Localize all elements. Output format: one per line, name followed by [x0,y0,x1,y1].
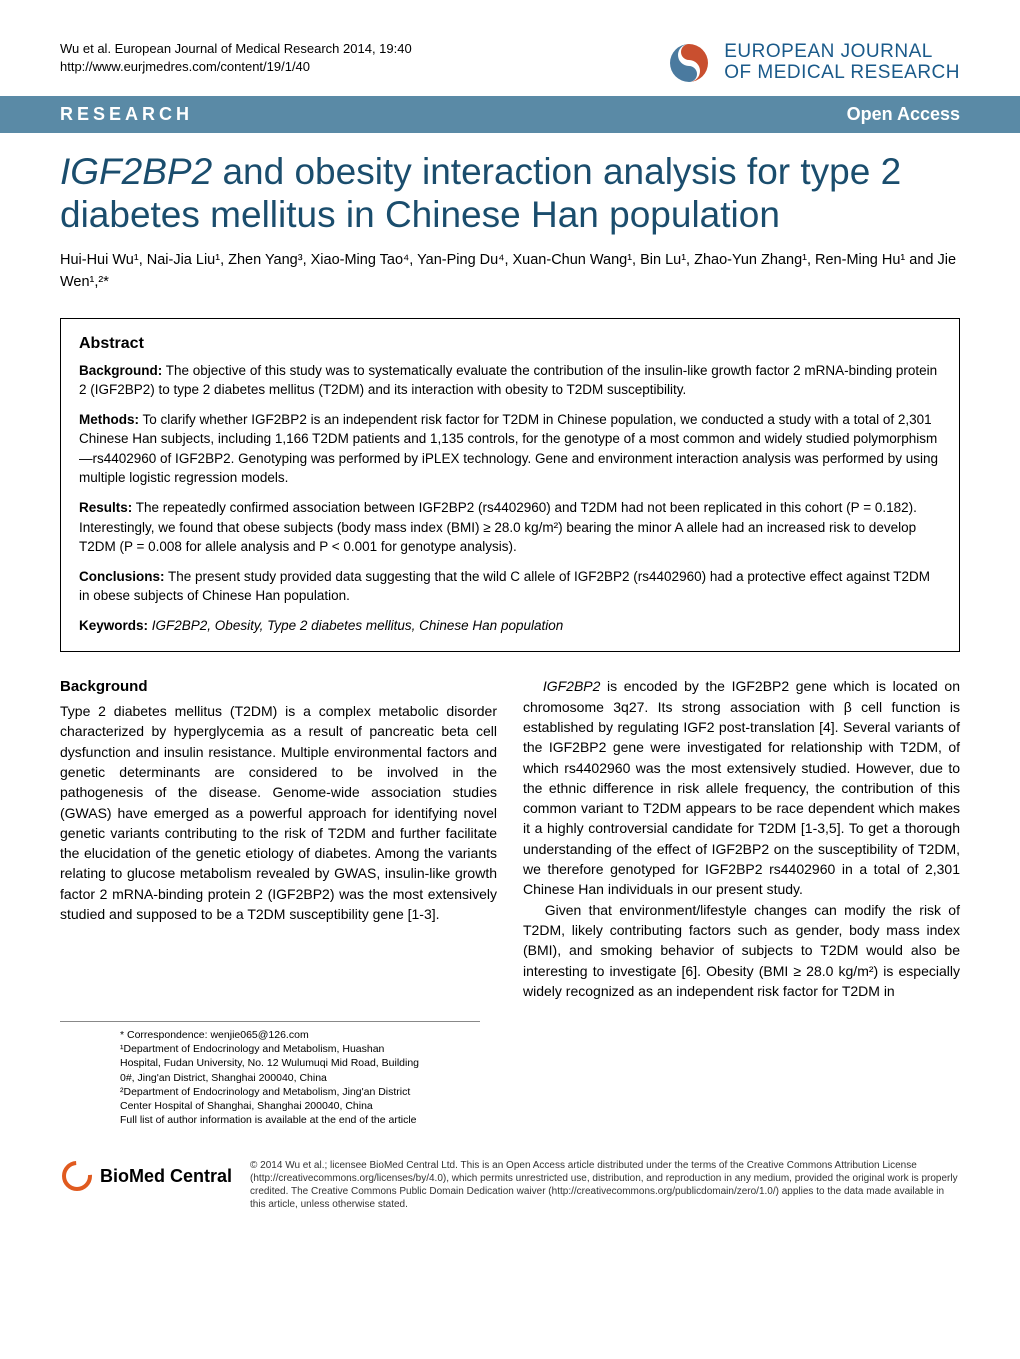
background-heading: Background [60,676,497,698]
keywords-label: Keywords: [79,618,148,633]
right-column: IGF2BP2 is encoded by the IGF2BP2 gene w… [523,676,960,1001]
abstract-background: Background: The objective of this study … [79,361,941,400]
results-label: Results: [79,500,132,515]
conclusions-text: The present study provided data suggesti… [79,569,930,604]
left-column: Background Type 2 diabetes mellitus (T2D… [60,676,497,1001]
journal-line1: EUROPEAN JOURNAL [724,42,960,63]
right-paragraph-2: Given that environment/lifestyle changes… [523,900,960,1001]
abstract-methods: Methods: To clarify whether IGF2BP2 is a… [79,410,941,488]
correspondence: * Correspondence: wenjie065@126.com [120,1028,420,1042]
open-access-label: Open Access [847,104,960,125]
bmc-icon [60,1159,94,1193]
right-p2-text: Given that environment/lifestyle changes… [523,902,960,999]
citation-line: Wu et al. European Journal of Medical Re… [60,40,412,58]
footnotes: * Correspondence: wenjie065@126.com ¹Dep… [60,1021,480,1145]
citation-url: http://www.eurjmedres.com/content/19/1/4… [60,58,412,76]
journal-logo-icon [666,40,712,86]
journal-line2: OF MEDICAL RESEARCH [724,63,960,84]
article-type: RESEARCH [60,104,193,125]
affiliation-1: ¹Department of Endocrinology and Metabol… [120,1042,420,1085]
right-p1-text: is encoded by the IGF2BP2 gene which is … [523,678,960,897]
body-columns: Background Type 2 diabetes mellitus (T2D… [0,676,1020,1021]
abstract-conclusions: Conclusions: The present study provided … [79,567,941,606]
header-citation: Wu et al. European Journal of Medical Re… [60,40,412,76]
full-author-list-note: Full list of author information is avail… [120,1113,420,1127]
right-paragraph-1: IGF2BP2 is encoded by the IGF2BP2 gene w… [523,676,960,899]
author-list: Hui-Hui Wu¹, Nai-Jia Liu¹, Zhen Yang³, X… [0,250,1020,318]
title-gene: IGF2BP2 [60,151,212,192]
abstract-heading: Abstract [79,335,941,353]
right-p1-gene: IGF2BP2 [543,678,601,694]
abstract-results: Results: The repeatedly confirmed associ… [79,498,941,557]
methods-label: Methods: [79,412,139,427]
background-label: Background: [79,363,162,378]
page-header: Wu et al. European Journal of Medical Re… [0,0,1020,96]
journal-name: EUROPEAN JOURNAL OF MEDICAL RESEARCH [724,42,960,84]
affiliation-2: ²Department of Endocrinology and Metabol… [120,1085,420,1113]
left-paragraph-1: Type 2 diabetes mellitus (T2DM) is a com… [60,701,497,924]
conclusions-label: Conclusions: [79,569,165,584]
abstract-box: Abstract Background: The objective of th… [60,318,960,653]
license-text: © 2014 Wu et al.; licensee BioMed Centra… [250,1159,960,1211]
background-text: The objective of this study was to syste… [79,363,937,398]
abstract-keywords: Keywords: IGF2BP2, Obesity, Type 2 diabe… [79,616,941,636]
bmc-text: BioMed Central [100,1166,232,1187]
keywords-text: IGF2BP2, Obesity, Type 2 diabetes mellit… [148,618,563,633]
methods-text: To clarify whether IGF2BP2 is an indepen… [79,412,938,486]
biomed-central-logo: BioMed Central [60,1159,232,1193]
research-bar: RESEARCH Open Access [0,96,1020,133]
journal-branding: EUROPEAN JOURNAL OF MEDICAL RESEARCH [666,40,960,86]
results-text: The repeatedly confirmed association bet… [79,500,917,554]
article-title: IGF2BP2 and obesity interaction analysis… [0,133,1020,250]
footer: BioMed Central © 2014 Wu et al.; license… [0,1145,1020,1241]
